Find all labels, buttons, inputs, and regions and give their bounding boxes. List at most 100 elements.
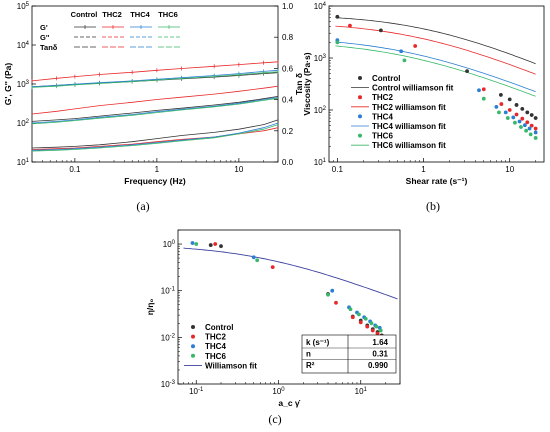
chart-c-data-point [348,307,353,312]
chart-c-williamson-fit-line [183,247,398,300]
panel-label-a: (a) [136,199,149,213]
chart-c-x-tick-label: 100 [272,387,285,396]
chart-b-legend-label: Control [372,74,400,83]
chart-b-legend-marker [358,95,362,100]
chart-c-fit-stat-value: 0.990 [368,361,389,370]
chart-b-data-point [514,103,519,107]
chart-c-y-tick-label: 10-2 [161,333,176,342]
chart-b-fit-line [335,25,536,75]
chart-a-y2-tick-label: 0.6 [282,64,294,73]
chart-c-legend-label: Control [205,323,233,332]
chart-c-fit-stat-value: 1.64 [372,338,388,347]
chart-c-data-point [330,288,335,293]
chart-a-y-tick-label: 102 [17,119,30,128]
chart-a-legend-column: THC6 [158,10,178,19]
chart-b-data-point [533,136,538,140]
chart-b-frame [328,5,545,163]
chart-c-legend-label: THC6 [205,352,226,361]
chart-b-data-point [507,97,512,102]
chart-c-legend-label: THC2 [205,333,226,342]
chart-b-legend-label: Control williamson fit [372,84,454,93]
chart-c-legend-marker [191,334,195,339]
chart-b-data-point [399,49,404,54]
chart-b-data-point [529,113,534,117]
chart-c-data-point [358,320,363,325]
chart-b-y-tick-label: 103 [314,54,327,63]
chart-a-y-tick-label: 105 [17,2,30,11]
panel-label-c: (c) [268,412,281,426]
chart-a-x-tick-label: 0.1 [69,165,81,174]
chart-c-y-tick-label: 100 [163,240,176,249]
panel-a: 0.1 1 10 101 102 103 104 105 0.0 0.2 0.4 0.6 0.8 1.0 F… [3,2,304,213]
chart-b-data-point [520,106,525,111]
chart-b-y-axis-title: Viscosity (Pa·s) [302,52,312,115]
chart-c-data-point [350,315,355,320]
chart-b-data-point [477,88,481,93]
chart-b-data-point [378,28,383,33]
chart-c-data-point [270,265,275,270]
chart-b-y-tick-label: 101 [314,158,327,167]
chart-b-data-point [335,14,340,19]
chart-c-fit-stat-label: k (s⁻¹) [306,338,330,347]
panel-c: 10-1 100 101 10-3 10-2 10-1 100 a_c γ̇ η/η₀ Contr… [145,229,401,426]
chart-a-series-line-thc6-tan [31,124,279,152]
chart-c-legend-marker [191,344,195,349]
chart-a-x-tick-label: 10 [234,165,243,174]
chart-b-legend-label: THC6 [372,132,393,141]
chart-a-series-line-thc4-tan [31,122,279,151]
chart-b-data-point [511,115,516,120]
chart-a-series-line-thc4-gprime [31,69,279,88]
chart-b-legend-marker [358,114,362,119]
chart-c-data-point [208,243,213,247]
chart-b-fit-line [335,45,536,97]
chart-a-legend-column: THC4 [130,10,150,19]
chart-b-legend-label: THC2 williamson fit [372,103,446,112]
chart-c-data-point [334,300,338,305]
chart-c-data-point [357,312,361,317]
chart-b-data-point [481,87,486,92]
chart-b-legend-label: THC6 williamson fit [372,141,446,150]
chart-b-fit-line [335,17,536,65]
chart-b-x-tick-label: 10 [505,165,514,174]
chart-b-data-point [348,23,352,28]
chart-c-fit-stats-box [301,334,397,374]
chart-b-legend-marker [358,76,362,80]
chart-b-data-point [533,116,538,120]
chart-c-data-point [219,244,223,249]
chart-b-y-tick-label: 102 [314,106,327,115]
chart-b-data-point [402,58,407,63]
chart-a-y2-tick-label: 0.0 [282,158,294,167]
chart-b-data-point [525,110,530,115]
chart-b-x-tick-label: 1 [421,165,426,174]
chart-b-legend-label: THC4 [372,112,393,121]
chart-b-data-point [497,110,501,115]
chart-b-data-point [520,116,525,121]
chart-b-data-point [465,69,469,73]
chart-c-y-axis-title: η/η₀ [145,299,155,316]
chart-a-x-axis-title: Frequency (Hz) [124,176,186,186]
chart-a-x-tick-label: 1 [155,165,160,174]
chart-c-data-point [213,242,218,246]
chart-c-x-axis-title: a_c γ̇ [278,398,300,408]
chart-b-data-point [527,126,532,131]
chart-b-data-point [529,123,534,128]
chart-a-series-line-thc4-gdoubleprime [31,97,279,124]
chart-c-y-tick-label: 10-1 [161,287,176,296]
chart-c-data-point [326,292,330,297]
chart-a-legend-row: G' [40,23,48,32]
chart-b-legend-label: THC2 [372,93,393,102]
chart-a-series-line-control-gdoubleprime [31,96,279,122]
chart-b-data-point [524,128,529,133]
chart-a-series-line-thc6-gdoubleprime [31,97,279,125]
chart-b-data-point [533,126,538,131]
chart-a-y-tick-label: 104 [17,41,30,50]
chart-b-y-tick-label: 104 [314,2,327,11]
chart-c-legend-marker [191,353,195,358]
chart-b-data-point [505,116,510,120]
chart-c-data-point [190,241,195,245]
chart-c-data-point [194,242,199,246]
chart-c-y-tick-label: 10-3 [161,380,176,389]
chart-a-legend-column: Control [71,10,98,19]
chart-a-y2-tick-label: 0.4 [282,96,294,105]
